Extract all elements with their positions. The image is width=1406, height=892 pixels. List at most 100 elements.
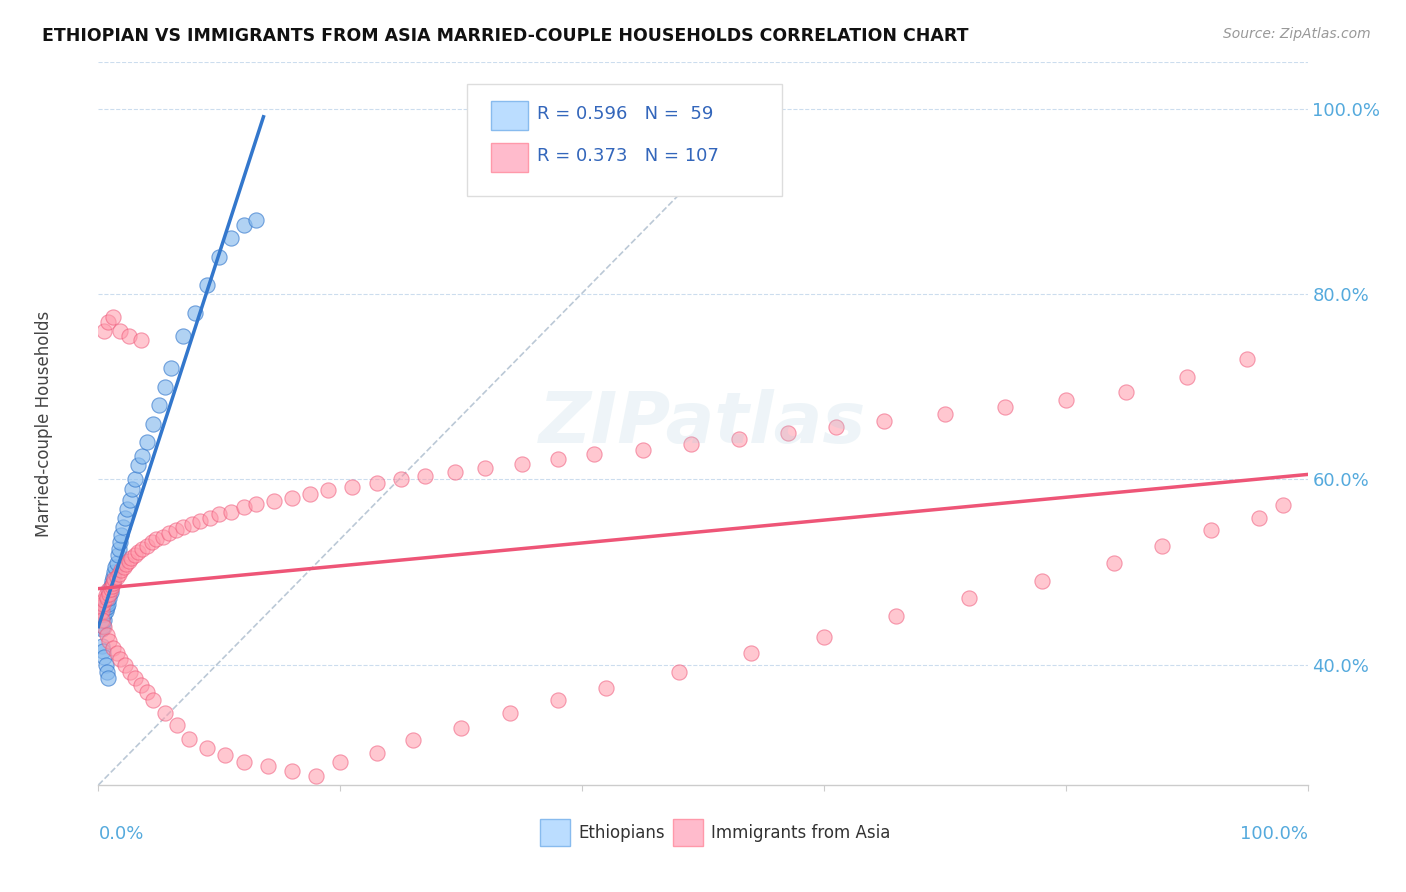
Point <box>153 706 176 720</box>
Point <box>97 315 120 329</box>
Point <box>94 657 117 672</box>
Point <box>474 461 496 475</box>
Bar <box>492 101 527 129</box>
Point <box>100 582 122 596</box>
Point <box>91 643 114 657</box>
Point <box>124 548 146 562</box>
Point <box>96 628 118 642</box>
Point <box>208 508 231 522</box>
Point <box>450 721 472 735</box>
Point <box>366 746 388 760</box>
Point <box>141 535 163 549</box>
Point <box>100 579 122 593</box>
Text: Married-couple Households: Married-couple Households <box>35 310 53 537</box>
Text: ETHIOPIAN VS IMMIGRANTS FROM ASIA MARRIED-COUPLE HOUSEHOLDS CORRELATION CHART: ETHIOPIAN VS IMMIGRANTS FROM ASIA MARRIE… <box>42 27 969 45</box>
Point <box>107 548 129 562</box>
Point <box>281 491 304 505</box>
Point <box>105 647 128 661</box>
Point <box>90 615 112 630</box>
Point <box>108 566 131 581</box>
Point <box>994 400 1017 414</box>
Point <box>98 587 121 601</box>
Point <box>184 305 207 319</box>
Point <box>94 598 117 612</box>
Bar <box>540 819 569 847</box>
Text: R = 0.596   N =  59: R = 0.596 N = 59 <box>537 104 714 123</box>
Point <box>101 640 124 655</box>
Point <box>105 556 128 570</box>
Point <box>740 647 762 661</box>
Point <box>100 579 122 593</box>
Point <box>114 657 136 672</box>
Point <box>934 408 956 422</box>
Point <box>118 554 141 568</box>
Point <box>127 544 149 558</box>
Point <box>873 414 896 428</box>
Point <box>114 511 136 525</box>
Point <box>104 560 127 574</box>
Point <box>91 604 114 618</box>
Point <box>111 520 134 534</box>
Point <box>1031 574 1053 589</box>
Point <box>103 572 125 586</box>
Point <box>413 468 436 483</box>
Point <box>91 639 114 653</box>
Point <box>98 634 121 648</box>
Point <box>165 523 187 537</box>
Point <box>96 665 118 679</box>
Text: ZIPatlas: ZIPatlas <box>540 389 866 458</box>
Text: 0.0%: 0.0% <box>98 825 143 843</box>
Point <box>886 609 908 624</box>
Point <box>121 482 143 496</box>
Bar <box>492 143 527 171</box>
Point <box>97 598 120 612</box>
Point <box>510 457 533 471</box>
Point <box>221 231 243 245</box>
Point <box>366 475 388 490</box>
Point <box>101 576 124 591</box>
Point <box>98 591 121 605</box>
Point <box>93 613 115 627</box>
Point <box>1102 556 1125 570</box>
Point <box>198 511 221 525</box>
Point <box>1175 370 1198 384</box>
Point <box>93 602 115 616</box>
Point <box>195 277 218 292</box>
Point <box>110 528 132 542</box>
Point <box>1249 511 1271 525</box>
Point <box>101 310 124 325</box>
Point <box>94 604 117 618</box>
Point <box>108 324 131 338</box>
FancyBboxPatch shape <box>467 84 782 196</box>
Point <box>96 594 118 608</box>
Point <box>679 437 702 451</box>
Point <box>101 569 124 583</box>
Point <box>108 541 131 556</box>
Point <box>179 731 201 746</box>
Point <box>105 569 128 583</box>
Point <box>342 480 364 494</box>
Point <box>245 497 267 511</box>
Point <box>1236 351 1258 366</box>
Text: Immigrants from Asia: Immigrants from Asia <box>711 823 891 842</box>
Point <box>389 472 412 486</box>
Point <box>825 420 848 434</box>
Point <box>112 560 135 574</box>
Point <box>108 652 131 666</box>
Point <box>96 600 118 615</box>
Point <box>281 764 304 778</box>
Point <box>145 533 167 547</box>
Point <box>776 425 799 440</box>
Point <box>124 472 146 486</box>
Point <box>108 535 131 549</box>
Point <box>142 692 165 706</box>
Point <box>214 748 236 763</box>
Point <box>232 755 254 769</box>
Point <box>263 493 285 508</box>
Point <box>97 672 120 686</box>
Point <box>100 585 122 599</box>
Point <box>91 598 114 612</box>
Point <box>91 613 114 627</box>
Point <box>94 588 117 602</box>
Point <box>91 613 114 627</box>
